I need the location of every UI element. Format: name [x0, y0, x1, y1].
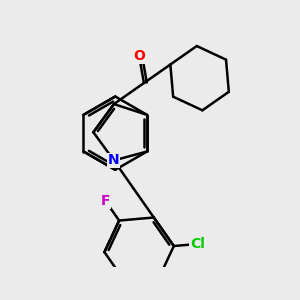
Text: O: O: [133, 49, 145, 63]
Text: N: N: [108, 153, 120, 167]
Text: Cl: Cl: [190, 237, 205, 251]
Text: F: F: [101, 194, 110, 208]
